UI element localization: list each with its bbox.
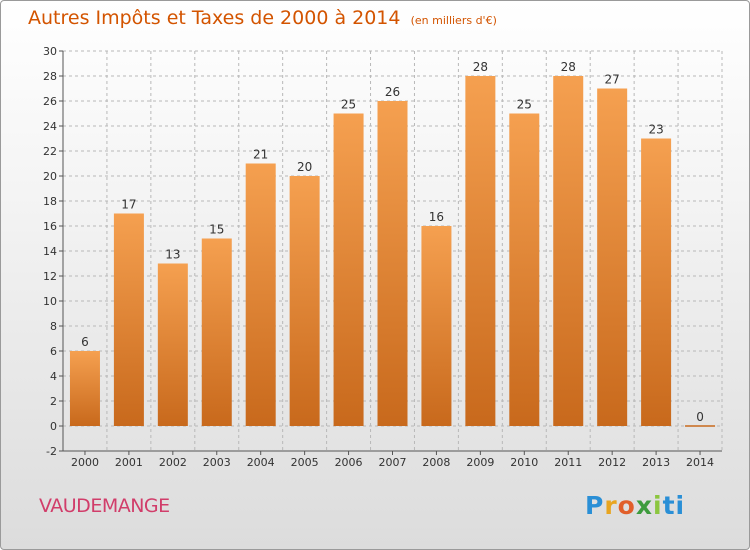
data-label: 25 (517, 98, 532, 112)
labels: 6 17 13 15 21 20 25 26 16 28 25 28 27 23 0 (81, 60, 704, 424)
chart-unit-label: (en milliers d'€) (410, 14, 497, 27)
x-tick-label: 2002 (159, 456, 187, 469)
y-tick-label: 28 (43, 70, 57, 83)
data-label: 17 (121, 198, 136, 212)
y-tick-label: 10 (43, 295, 57, 308)
bar (245, 163, 276, 426)
data-label: 21 (253, 148, 268, 162)
bar (465, 76, 496, 426)
y-tick-label: 0 (50, 420, 57, 433)
y-tick-label: -2 (46, 445, 57, 458)
bar (113, 213, 144, 426)
logo-letter: r (604, 491, 618, 520)
logo-letter: x (635, 491, 653, 520)
y-tick-label: 16 (43, 220, 57, 233)
data-label: 13 (165, 248, 180, 262)
bar (509, 113, 540, 426)
bar (553, 76, 584, 426)
bar (641, 138, 672, 426)
x-tick-label: 2005 (291, 456, 319, 469)
x-tick-label: 2003 (203, 456, 231, 469)
x-tick-label: 2014 (686, 456, 714, 469)
y-tick-label: 26 (43, 95, 57, 108)
bar (69, 351, 100, 426)
data-label: 28 (473, 60, 488, 74)
y-tick-label: 12 (43, 270, 57, 283)
bars (69, 76, 716, 427)
bar (333, 113, 364, 426)
bar (157, 263, 188, 426)
data-label: 16 (429, 210, 444, 224)
proxiti-logo: Proxiti (585, 491, 685, 520)
data-label: 25 (341, 98, 356, 112)
y-tick-label: 24 (43, 120, 57, 133)
data-label: 15 (209, 223, 224, 237)
logo-letter: ti (662, 491, 686, 520)
data-label: 23 (648, 123, 663, 137)
data-label: 20 (297, 160, 312, 174)
bar (597, 88, 628, 426)
bar (201, 238, 232, 426)
y-tick-label: 22 (43, 145, 57, 158)
x-tick-label: 2004 (247, 456, 275, 469)
x-tick-label: 2009 (466, 456, 494, 469)
bar (289, 176, 320, 426)
x-tick-label: 2012 (598, 456, 626, 469)
x-tick-label: 2001 (115, 456, 143, 469)
logo-letter: i (653, 491, 663, 520)
x-tick-label: 2008 (422, 456, 450, 469)
place-name: VAUDEMANGE (39, 495, 170, 517)
x-tick-label: 2007 (379, 456, 407, 469)
bar (421, 226, 452, 426)
x-tick-label: 2010 (510, 456, 538, 469)
chart-title: Autres Impôts et Taxes de 2000 à 2014 (e… (28, 7, 497, 29)
y-tick-label: 6 (50, 345, 57, 358)
logo-letter: o (617, 491, 636, 520)
y-tick-label: 20 (43, 170, 57, 183)
y-tick-label: 30 (43, 45, 57, 58)
y-tick-label: 18 (43, 195, 57, 208)
y-tick-label: 4 (50, 370, 57, 383)
x-tick-label: 2006 (335, 456, 363, 469)
bar (377, 101, 408, 426)
x-tick-label: 2000 (71, 456, 99, 469)
data-label: 0 (696, 410, 704, 424)
x-tick-label: 2011 (554, 456, 582, 469)
y-tick-label: 2 (50, 395, 57, 408)
x-tick-label: 2013 (642, 456, 670, 469)
data-label: 26 (385, 85, 400, 99)
y-tick-label: 8 (50, 320, 57, 333)
data-label: 27 (605, 73, 620, 87)
logo-letter: P (585, 491, 605, 520)
y-tick-label: 14 (43, 245, 57, 258)
chart-title-text: Autres Impôts et Taxes de 2000 à 2014 (28, 7, 401, 29)
data-label: 6 (81, 335, 89, 349)
data-label: 28 (561, 60, 576, 74)
